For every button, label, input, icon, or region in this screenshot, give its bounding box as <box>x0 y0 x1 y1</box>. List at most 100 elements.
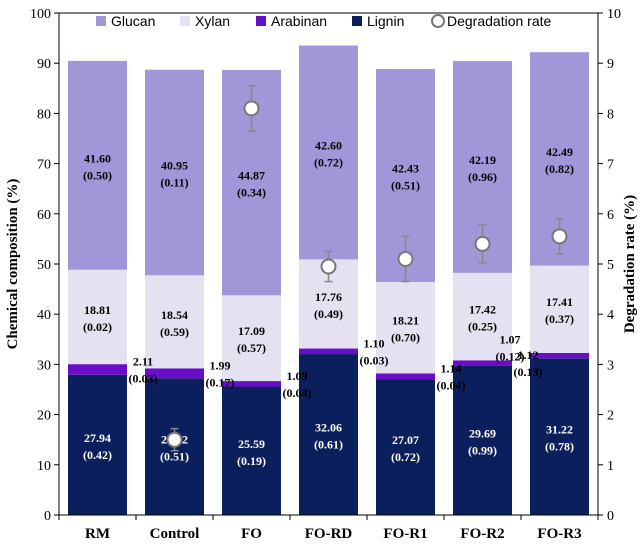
error-label-xylan-fo: (0.57) <box>237 341 266 355</box>
value-label-lignin-fo-r3: 31.22 <box>546 423 573 437</box>
rate-point-fo-r1 <box>397 250 414 267</box>
bar-arabinan-rm <box>68 364 127 375</box>
legend: Glucan Xylan Arabinan Lignin Degradation rat… <box>96 13 552 29</box>
rate-point-fo-r3 <box>551 228 568 245</box>
error-label-glucan-fo-r3: (0.82) <box>545 162 574 176</box>
bars-layer <box>68 45 589 515</box>
y2-tick-label: 2 <box>607 409 614 424</box>
error-label-xylan-fo-r2: (0.25) <box>468 320 497 334</box>
value-label-arabinan-fo-r3: 1.07 <box>500 332 521 346</box>
x-tick-label-rm: RM <box>85 526 110 542</box>
x-tick-label-fo-r2: FO-R2 <box>460 526 504 542</box>
y2-tick-label: 10 <box>607 7 621 22</box>
error-label-glucan-fo-r2: (0.96) <box>468 170 497 184</box>
error-label-xylan-rm: (0.02) <box>83 320 112 334</box>
bar-xylan-fo-r2 <box>453 272 512 361</box>
error-label-arabinan-fo-r1: (0.04) <box>437 378 466 392</box>
error-label-lignin-fo-r3: (0.78) <box>545 440 574 454</box>
bar-arabinan-fo-r2 <box>453 360 512 366</box>
bar-arabinan-fo-rd <box>299 348 358 355</box>
y-tick-label: 60 <box>37 208 51 223</box>
y-tick-label: 50 <box>37 258 51 273</box>
value-label-xylan-fo-r3: 17.41 <box>546 295 573 309</box>
error-label-arabinan-rm: (0.03) <box>129 371 158 385</box>
leader-line-arabinan-fo-r3 <box>529 353 533 357</box>
x-tick-label-control: Control <box>150 526 200 542</box>
error-label-lignin-fo-rd: (0.61) <box>314 438 343 452</box>
bar-glucan-rm <box>68 60 127 270</box>
value-label-xylan-rm: 18.81 <box>84 303 111 317</box>
error-label-xylan-control: (0.59) <box>160 325 189 339</box>
y-tick-label: 0 <box>44 509 51 524</box>
error-label-arabinan-control: (0.17) <box>206 375 235 389</box>
bar-xylan-control <box>145 275 204 369</box>
y2-tick-label: 0 <box>607 509 614 524</box>
value-label-arabinan-fo-r2: 1.12 <box>518 348 539 362</box>
data-labels-layer: 27.94(0.42)18.81(0.02)41.60(0.50)27.22(0… <box>83 138 574 467</box>
bar-arabinan-fo <box>222 381 281 387</box>
y-axis-title: Chemical composition (%) <box>5 179 21 350</box>
y2-tick-label: 7 <box>607 158 614 173</box>
legend-label-xylan: Xylan <box>195 13 230 29</box>
value-label-arabinan-fo-r1: 1.14 <box>441 361 462 375</box>
value-label-arabinan-control: 1.99 <box>210 358 231 372</box>
y2-axis-title: Degradation rate (%) <box>622 195 638 333</box>
bar-glucan-control <box>145 69 204 276</box>
y2-tick-label: 8 <box>607 107 614 122</box>
y2-tick-label: 6 <box>607 208 614 223</box>
error-label-lignin-rm: (0.42) <box>83 448 112 462</box>
y2-tick-label: 4 <box>607 308 614 323</box>
x-tick-label-fo-r3: FO-R3 <box>537 526 581 542</box>
error-label-xylan-fo-r1: (0.70) <box>391 331 420 345</box>
value-label-glucan-rm: 41.60 <box>84 151 111 165</box>
bar-xylan-fo <box>222 295 281 382</box>
y-tick-label: 30 <box>37 358 51 373</box>
value-label-xylan-control: 18.54 <box>161 308 188 322</box>
bar-lignin-fo <box>222 386 281 515</box>
y-tick-label: 90 <box>37 57 51 72</box>
bar-lignin-fo-r3 <box>530 358 589 515</box>
axes-layer: 0 10 20 30 40 50 60 70 80 90 100 0 1 2 3 4 5 6 7 8 9 10 RM Cont… <box>5 7 638 542</box>
bar-xylan-rm <box>68 269 127 365</box>
y-tick-label: 10 <box>37 459 51 474</box>
degradation-rate-layer <box>166 85 568 452</box>
error-label-glucan-fo-r1: (0.51) <box>391 178 420 192</box>
value-label-xylan-fo: 17.09 <box>238 324 265 338</box>
x-tick-label-fo: FO <box>241 526 262 542</box>
rate-point-fo-rd <box>320 258 337 275</box>
legend-label-arabinan: Arabinan <box>271 13 327 29</box>
value-label-xylan-fo-rd: 17.76 <box>315 290 342 304</box>
error-label-arabinan-fo: (0.04) <box>283 386 312 400</box>
y2-tick-label: 9 <box>607 57 614 72</box>
value-label-glucan-fo-r1: 42.43 <box>392 161 419 175</box>
bar-arabinan-fo-r1 <box>376 373 435 380</box>
error-label-glucan-rm: (0.50) <box>83 168 112 182</box>
x-tick-label-fo-r1: FO-R1 <box>383 526 427 542</box>
legend-swatch-glucan <box>96 16 106 26</box>
value-label-lignin-fo: 25.59 <box>238 437 265 451</box>
value-label-glucan-control: 40.95 <box>161 159 188 173</box>
y-tick-label: 80 <box>37 107 51 122</box>
legend-label-degradation-rate: Degradation rate <box>447 13 552 29</box>
error-label-arabinan-fo-r2: (0.13) <box>514 365 543 379</box>
error-label-arabinan-fo-rd: (0.03) <box>360 353 389 367</box>
error-label-glucan-control: (0.11) <box>160 176 188 190</box>
y-tick-label: 70 <box>37 158 51 173</box>
value-label-lignin-fo-rd: 32.06 <box>315 421 342 435</box>
legend-label-lignin: Lignin <box>367 13 404 29</box>
error-label-lignin-fo: (0.19) <box>237 454 266 468</box>
y-tick-label: 40 <box>37 308 51 323</box>
y2-tick-label: 5 <box>607 258 614 273</box>
value-label-glucan-fo-rd: 42.60 <box>315 138 342 152</box>
error-label-glucan-fo-rd: (0.72) <box>314 155 343 169</box>
bar-arabinan-fo-r3 <box>530 352 589 359</box>
legend-swatch-arabinan <box>256 16 266 26</box>
bar-lignin-fo-r1 <box>376 379 435 515</box>
legend-swatch-degradation-rate <box>431 14 445 28</box>
value-label-glucan-fo-r2: 42.19 <box>469 153 496 167</box>
value-label-lignin-fo-r2: 29.69 <box>469 426 496 440</box>
legend-label-glucan: Glucan <box>111 13 155 29</box>
legend-swatch-lignin <box>352 16 362 26</box>
value-label-glucan-fo-r3: 42.49 <box>546 145 573 159</box>
y2-tick-label: 1 <box>607 459 614 474</box>
